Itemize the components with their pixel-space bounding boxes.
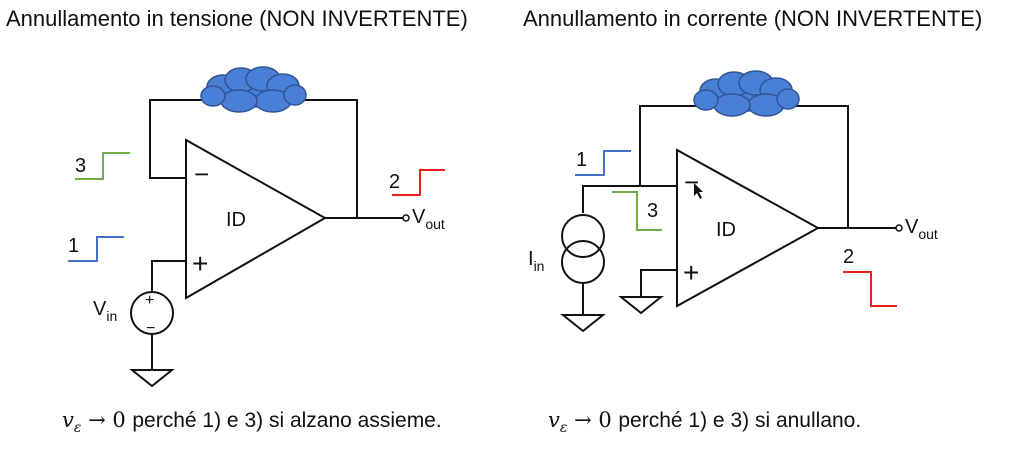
right-current-source-top: [561, 214, 605, 258]
right-caption-text: perché 1) e 3) si anullano.: [618, 409, 862, 432]
left-cloud-icon: [200, 66, 307, 113]
right-plus-sign: +: [683, 257, 699, 288]
left-caption-math: v: [62, 408, 74, 432]
left-input-wire: [151, 260, 186, 293]
right-caption-sub: ε: [559, 420, 568, 437]
left-vin-label: Vin: [93, 298, 117, 324]
right-step3-label: 3: [647, 200, 658, 222]
left-title: Annullamento in tensione (NON INVERTENTE…: [6, 6, 468, 31]
right-opamp-label: ID: [716, 219, 736, 241]
left-caption-text: perché 1) e 3) si alzano assieme.: [132, 409, 442, 432]
left-vout-label: Vout: [412, 206, 445, 232]
right-cloud-icon: [693, 70, 800, 117]
right-caption-rest: → 0: [567, 408, 619, 432]
right-step1-waveform: [575, 150, 631, 176]
right-iin-label: Iin: [528, 248, 544, 274]
right-plus-ground-icon: [618, 296, 664, 315]
left-source-minus: −: [146, 320, 155, 337]
left-step3-label: 3: [75, 155, 86, 177]
left-caption-rest: → 0: [81, 408, 133, 432]
left-step1-label: 1: [68, 235, 79, 257]
left-caption: vε → 0 perché 1) e 3) si alzano assieme.: [62, 408, 442, 436]
right-current-source-bottom: [561, 240, 605, 284]
right-plus-ground-wire: [640, 269, 677, 297]
left-opamp-label: ID: [226, 209, 246, 231]
right-title: Annullamento in corrente (NON INVERTENTE…: [523, 6, 983, 31]
right-step1-label: 1: [576, 149, 587, 171]
right-source-ground-icon: [560, 314, 606, 333]
right-step3-waveform: [612, 191, 662, 231]
left-circuit: ID − + Vout + − Vin 1 3 2: [68, 66, 445, 388]
right-feedback-wire: [639, 105, 849, 228]
left-step2-waveform: [392, 169, 445, 196]
right-circuit: ID − + Vout Iin 1 3 2: [528, 70, 938, 333]
left-ground-icon: [129, 369, 175, 388]
left-caption-sub: ε: [73, 420, 82, 437]
left-step1-waveform: [68, 236, 124, 262]
right-caption: vε → 0 perché 1) e 3) si anullano.: [548, 408, 861, 436]
right-caption-math: v: [548, 408, 560, 432]
left-step3-waveform: [75, 152, 130, 180]
left-output-terminal: [402, 214, 410, 222]
left-feedback-wire: [149, 99, 358, 218]
right-opamp: [676, 148, 821, 308]
left-step2-label: 2: [389, 171, 400, 193]
right-output-terminal: [895, 224, 903, 232]
left-plus-sign: +: [192, 248, 208, 279]
left-minus-sign: −: [194, 159, 209, 189]
right-step2-waveform: [843, 271, 897, 307]
right-input-wire: [582, 185, 677, 213]
left-opamp: [185, 138, 328, 300]
right-vout-label: Vout: [905, 216, 938, 242]
left-source-plus: +: [145, 292, 154, 309]
right-step2-label: 2: [843, 246, 854, 268]
cursor-icon: [694, 183, 703, 199]
